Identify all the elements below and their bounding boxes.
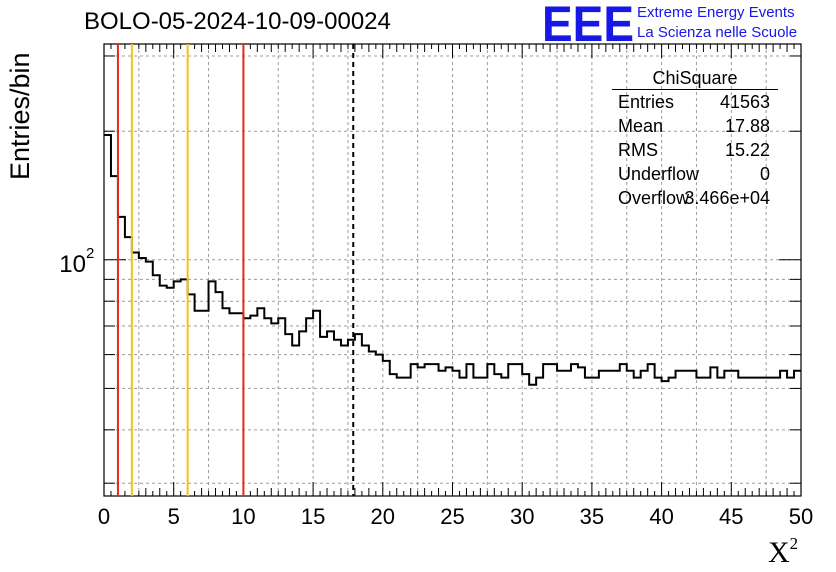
stats-value: 41563 bbox=[719, 92, 770, 112]
x-axis-label-superscript: 2 bbox=[789, 534, 799, 553]
x-tick-label: 50 bbox=[789, 504, 813, 529]
x-tick-label: 5 bbox=[168, 504, 180, 529]
stats-key: RMS bbox=[618, 140, 658, 160]
y-tick-label-exponent: 2 bbox=[86, 245, 94, 262]
x-tick-label: 40 bbox=[649, 504, 673, 529]
x-tick-label: 30 bbox=[510, 504, 534, 529]
logo-line-1: Extreme Energy Events bbox=[637, 4, 795, 21]
x-tick-label: 35 bbox=[580, 504, 604, 529]
stats-row-underflow: Underflow 0 bbox=[612, 162, 778, 186]
stats-key: Entries bbox=[618, 92, 675, 112]
x-tick-label: 20 bbox=[371, 504, 395, 529]
y-axis-label: Entries/bin bbox=[5, 52, 35, 180]
x-tick-label: 0 bbox=[98, 504, 110, 529]
stats-row-overflow: Overflow 3.466e+04 bbox=[612, 186, 778, 210]
stats-key: Overflow bbox=[618, 188, 690, 208]
stats-box: ChiSquare Entries 41563 Mean 17.88 RMS 15.2… bbox=[612, 67, 778, 210]
histogram-series bbox=[104, 133, 801, 386]
stats-row-mean: Mean 17.88 bbox=[612, 114, 778, 138]
chart-title: BOLO-05-2024-10-09-00024 bbox=[84, 8, 391, 35]
stats-row-rms: RMS 15.22 bbox=[612, 138, 778, 162]
x-axis-label-base: X bbox=[768, 536, 790, 569]
stats-value: 15.22 bbox=[724, 140, 770, 160]
eee-logo: EEE bbox=[542, 2, 634, 44]
x-tick-label: 15 bbox=[301, 504, 325, 529]
stats-key: Mean bbox=[618, 116, 664, 136]
stats-title: ChiSquare bbox=[612, 67, 778, 90]
logo-line-2: La Scienza nelle Scuole bbox=[637, 24, 798, 41]
y-tick-label: 10 bbox=[59, 251, 86, 278]
stats-value: 17.88 bbox=[724, 116, 770, 136]
x-tick-label: 10 bbox=[231, 504, 255, 529]
x-tick-label: 45 bbox=[719, 504, 743, 529]
stats-row-entries: Entries 41563 bbox=[612, 90, 778, 114]
stats-value: 3.466e+04 bbox=[684, 188, 770, 208]
x-tick-label: 25 bbox=[440, 504, 464, 529]
logo-text: Extreme Energy Events La Scienza nelle S… bbox=[637, 3, 797, 43]
x-axis-label: X2 bbox=[768, 534, 798, 570]
stats-key: Underflow bbox=[618, 164, 700, 184]
stats-value: 0 bbox=[759, 164, 770, 184]
logo-mark: EEE bbox=[542, 2, 634, 44]
